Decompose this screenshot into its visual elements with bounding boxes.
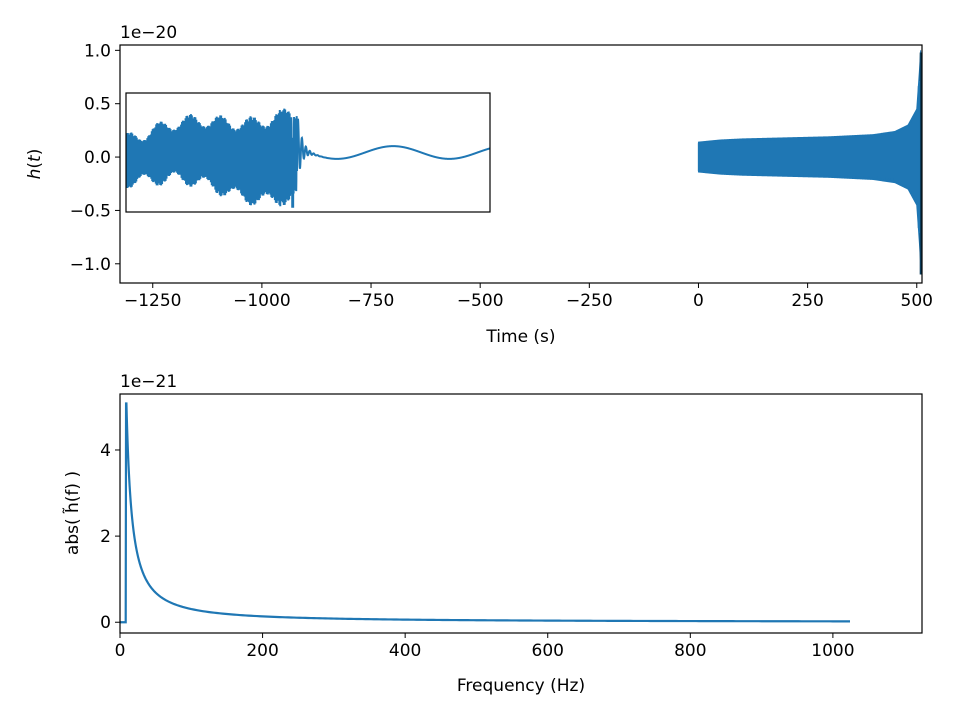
time-x-tick-label: 0 [693, 291, 704, 311]
frequency-y-axis-label: abs( h̃(f) ) [62, 471, 83, 555]
time-x-tick-label: 500 [901, 291, 933, 311]
time-x-tick-label: −1000 [233, 291, 291, 311]
time-y-tick-label: −1.0 [70, 255, 111, 275]
time-x-tick-label: −250 [566, 291, 613, 311]
frequency-x-tick-label: 0 [115, 641, 126, 661]
frequency-y-tick-label: 0 [100, 613, 111, 633]
inset-frame [125, 92, 491, 213]
time-x-tick-label: −750 [348, 291, 395, 311]
frequency-x-ticks: 0 200 400 600 800 1000 [115, 633, 855, 661]
inset-plot-area [126, 108, 490, 208]
frequency-x-tick-label: 200 [246, 641, 278, 661]
time-y-tick-label: 1.0 [84, 41, 111, 61]
frequency-offset-text: 1e−21 [120, 372, 177, 392]
time-x-tick-label: −1250 [124, 291, 182, 311]
time-offset-text: 1e−20 [120, 23, 177, 43]
time-domain-axes-frame [119, 44, 923, 284]
time-y-tick-label: 0.0 [84, 148, 111, 168]
time-y-tick-label: 0.5 [84, 95, 111, 115]
spectrum-line [120, 402, 850, 624]
time-domain-plot-area [697, 50, 922, 275]
time-y-axis-label-arg: t [25, 154, 45, 162]
frequency-x-tick-label: 800 [674, 641, 706, 661]
time-domain-panel: −1250 −1000 −750 −500 −250 0 250 500 −1.0 −0.5 0.… [25, 23, 933, 347]
merger-zoom-inset [125, 92, 491, 213]
inset-waveform [126, 108, 490, 208]
frequency-x-axis-label: Frequency (Hz) [457, 676, 585, 696]
frequency-y-tick-label: 2 [100, 527, 111, 547]
time-x-ticks: −1250 −1000 −750 −500 −250 0 250 500 [124, 283, 933, 311]
time-x-axis-label: Time (s) [485, 327, 555, 347]
time-x-tick-label: 250 [791, 291, 823, 311]
time-y-tick-label: −0.5 [70, 201, 111, 221]
time-y-axis-label-main: h [25, 169, 45, 180]
time-y-axis-label: h(t) [25, 149, 45, 180]
frequency-x-tick-label: 600 [532, 641, 564, 661]
frequency-x-tick-label: 400 [389, 641, 421, 661]
frequency-y-tick-label: 4 [100, 441, 111, 461]
time-y-ticks: −1.0 −0.5 0.0 0.5 1.0 [70, 41, 120, 275]
time-x-tick-label: −500 [457, 291, 504, 311]
frequency-axes-frame [119, 393, 923, 634]
frequency-domain-panel: 0 200 400 600 800 1000 0 2 4 1e−21 Frequency (H… [62, 372, 923, 696]
frequency-x-tick-label: 1000 [811, 641, 854, 661]
frequency-domain-plot-area [120, 402, 850, 624]
chirp-oscillations [697, 81, 920, 234]
frequency-y-ticks: 0 2 4 [100, 441, 120, 633]
